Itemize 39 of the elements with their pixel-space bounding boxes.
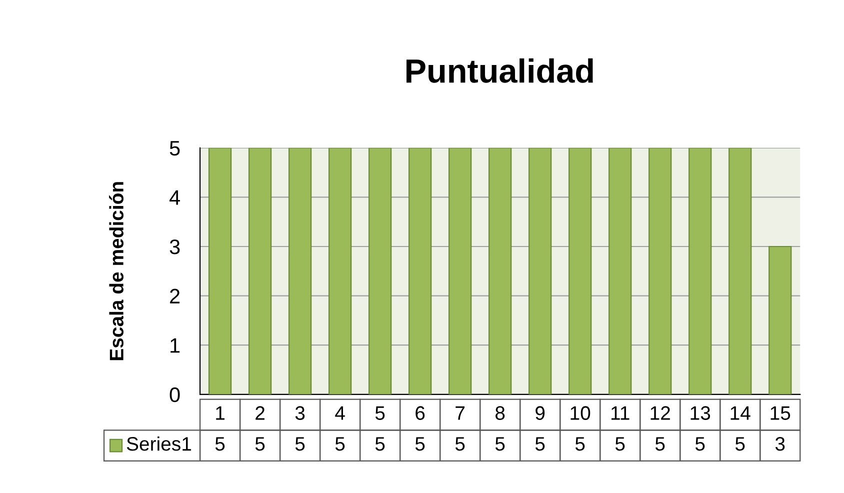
x-tick-label: 6 xyxy=(416,406,425,420)
x-tick-label: 8 xyxy=(496,406,505,420)
y-tick-label: 4 xyxy=(169,190,180,205)
data-label: 5 xyxy=(455,437,465,451)
x-tick-label: 13 xyxy=(690,406,710,420)
data-label: 5 xyxy=(655,437,665,451)
data-label: 5 xyxy=(415,437,425,451)
legend-label: Series1 xyxy=(126,436,191,451)
data-label: 5 xyxy=(215,437,225,451)
y-tick-label: 5 xyxy=(170,141,180,156)
y-tick-label: 3 xyxy=(170,240,180,254)
y-tick-label: 2 xyxy=(170,288,180,304)
data-label: 5 xyxy=(695,437,705,451)
x-tick-label: 15 xyxy=(770,406,790,420)
x-tick-label: 3 xyxy=(295,406,305,420)
x-tick-label: 9 xyxy=(536,406,545,420)
x-tick-label: 10 xyxy=(570,406,590,420)
y-tick-label: 0 xyxy=(170,387,180,402)
data-label: 5 xyxy=(575,437,585,451)
data-label: 5 xyxy=(375,437,385,451)
x-tick-label: 11 xyxy=(611,406,630,420)
x-tick-label: 12 xyxy=(650,406,670,420)
x-tick-label: 14 xyxy=(730,406,750,420)
data-label: 5 xyxy=(335,437,345,451)
chart-title: Puntualidad xyxy=(406,58,593,83)
x-tick-label: 4 xyxy=(335,406,345,420)
x-tick-label: 7 xyxy=(456,406,464,420)
x-tick-label: 1 xyxy=(216,406,224,420)
data-label: 5 xyxy=(615,437,625,451)
data-label: 3 xyxy=(775,437,785,451)
x-tick-label: 5 xyxy=(375,406,385,420)
x-tick-label: 2 xyxy=(256,406,264,420)
data-label: 5 xyxy=(495,437,505,451)
data-label: 5 xyxy=(295,437,305,451)
data-label: 5 xyxy=(535,437,545,451)
data-label: 5 xyxy=(255,437,265,451)
y-tick-label: 1 xyxy=(170,338,180,353)
y-axis-title: Escala de medición xyxy=(109,182,124,360)
data-label: 5 xyxy=(735,437,745,451)
